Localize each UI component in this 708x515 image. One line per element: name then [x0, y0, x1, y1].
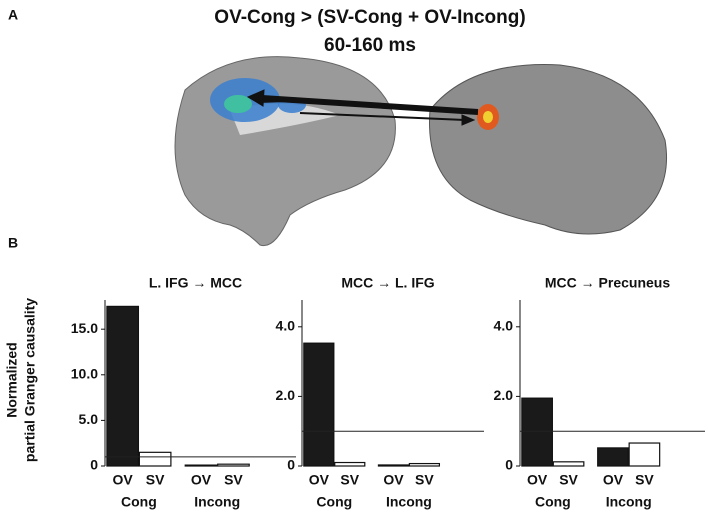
x-tick-label: SV: [415, 472, 434, 488]
bar: [521, 397, 553, 467]
y-tick-label: 0: [287, 457, 295, 473]
x-tick-label: OV: [383, 472, 404, 488]
group-label: Cong: [316, 494, 352, 510]
bar: [597, 447, 629, 467]
panel-label: A: [8, 7, 18, 23]
group-label: Incong: [606, 494, 652, 510]
y-tick-label: 2.0: [276, 387, 296, 403]
y-axis-label: Normalized: [4, 342, 20, 417]
x-tick-label: OV: [191, 472, 212, 488]
arrows: [246, 89, 479, 126]
y-axis-label: partial Granger causality: [22, 298, 38, 462]
group-label: Cong: [121, 494, 157, 510]
x-tick-label: SV: [559, 472, 578, 488]
x-tick-label: OV: [527, 472, 548, 488]
x-tick-label: SV: [635, 472, 654, 488]
x-tick-label: SV: [340, 472, 359, 488]
y-tick-label: 0: [90, 457, 98, 473]
panel-label: B: [8, 235, 18, 251]
group-label: Cong: [535, 494, 571, 510]
group-label: Incong: [194, 494, 240, 510]
bar: [628, 442, 661, 467]
x-tick-label: OV: [603, 472, 624, 488]
y-tick-label: 0: [505, 457, 513, 473]
y-tick-label: 5.0: [79, 411, 99, 427]
y-tick-label: 4.0: [494, 317, 514, 333]
y-tick-label: 2.0: [494, 387, 514, 403]
chart-title: MCC → Precuneus: [545, 275, 670, 291]
bar: [138, 451, 172, 467]
bar: [377, 464, 410, 467]
group-label: Incong: [386, 494, 432, 510]
brain-medial: [174, 56, 396, 247]
bar: [106, 305, 140, 467]
brain-lateral: [429, 64, 667, 235]
bar: [334, 461, 366, 467]
x-tick-label: SV: [146, 472, 165, 488]
chart-title: MCC → L. IFG: [341, 275, 434, 291]
x-tick-label: OV: [113, 472, 134, 488]
bar: [184, 464, 218, 467]
bar: [552, 461, 585, 467]
chart-title: L. IFG → MCC: [149, 275, 242, 291]
bar: [408, 462, 441, 467]
y-tick-label: 15.0: [71, 320, 98, 336]
x-tick-label: SV: [224, 472, 243, 488]
x-tick-label: OV: [309, 472, 330, 488]
panel-subtitle: 60-160 ms: [324, 35, 416, 56]
bar: [303, 342, 335, 467]
panel-title: OV-Cong > (SV-Cong + OV-Incong): [214, 7, 525, 28]
y-tick-label: 4.0: [276, 317, 296, 333]
bar: [217, 463, 250, 467]
y-tick-label: 10.0: [71, 365, 98, 381]
